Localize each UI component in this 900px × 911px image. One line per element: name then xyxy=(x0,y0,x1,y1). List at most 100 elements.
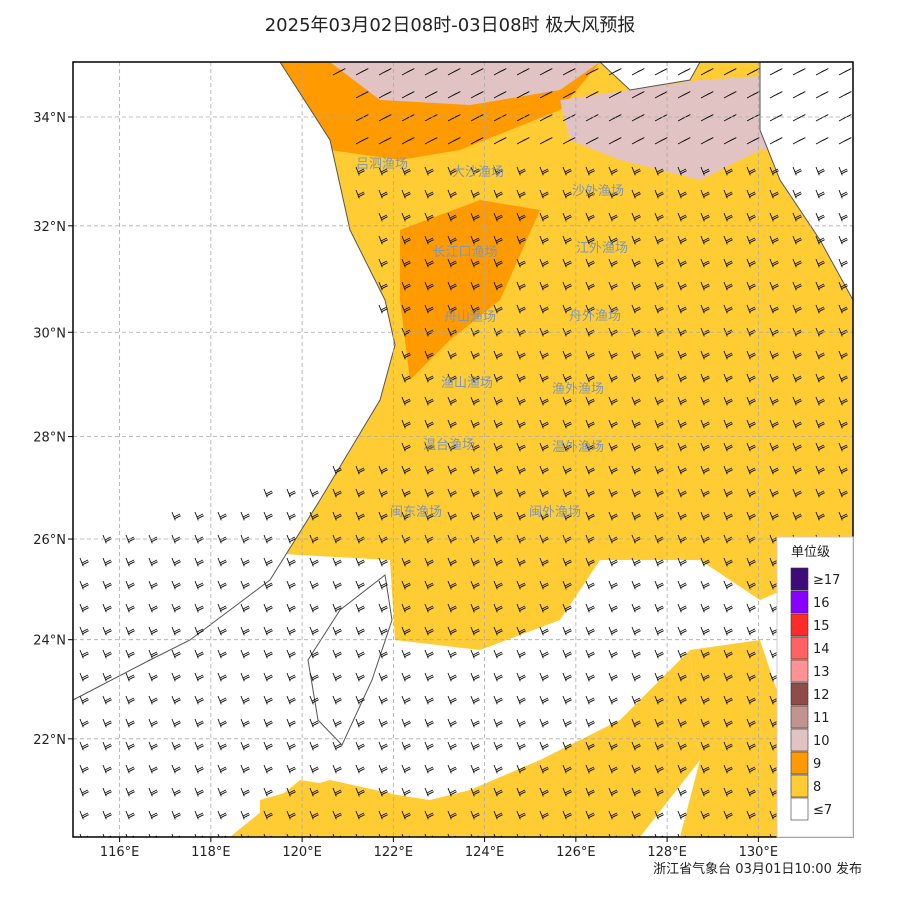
wind-barb xyxy=(493,442,503,452)
wind-barb xyxy=(608,396,618,406)
wind-barb xyxy=(746,511,756,521)
wind-barb xyxy=(355,189,365,199)
wind-barb xyxy=(401,603,411,613)
wind-barb xyxy=(401,396,411,406)
wind-barb xyxy=(470,258,480,268)
wind-barb xyxy=(470,488,480,498)
wind-barb xyxy=(608,741,618,751)
wind-barb xyxy=(815,396,825,406)
legend-swatch xyxy=(790,797,809,821)
wind-barb xyxy=(125,741,135,751)
wind-barb xyxy=(286,603,296,613)
wind-barb xyxy=(240,695,250,705)
wind-barb xyxy=(654,212,664,222)
lon-tick-label: 124°E xyxy=(465,845,505,860)
wind-barb xyxy=(447,327,457,337)
wind-barb xyxy=(769,137,783,145)
wind-barb xyxy=(516,488,526,498)
wind-barb xyxy=(769,350,779,360)
wind-barb xyxy=(171,695,181,705)
wind-barb xyxy=(700,350,710,360)
legend-label: 16 xyxy=(813,596,830,611)
wind-barb xyxy=(493,741,503,751)
wind-barb xyxy=(631,304,641,314)
wind-barb xyxy=(263,603,273,613)
lon-tick-label: 118°E xyxy=(191,845,231,860)
wind-barb xyxy=(378,764,388,774)
wind-barb xyxy=(723,68,737,76)
wind-barb xyxy=(424,741,434,751)
wind-barb xyxy=(677,281,687,291)
wind-barb xyxy=(631,810,641,820)
wind-barb xyxy=(608,488,618,498)
wind-barb xyxy=(148,626,158,636)
wind-barb xyxy=(585,810,595,820)
wind-barb xyxy=(447,281,457,291)
legend-label: 11 xyxy=(813,711,830,726)
wind-barb xyxy=(378,281,388,291)
wind-barb xyxy=(516,580,526,590)
wind-barb xyxy=(539,212,549,222)
wind-barb xyxy=(838,212,848,222)
wind-barb xyxy=(516,258,526,268)
wind-barb xyxy=(171,787,181,797)
wind-barb xyxy=(585,442,595,452)
wind-barb xyxy=(677,166,687,176)
wind-barb xyxy=(309,580,319,590)
wind-barb xyxy=(493,166,503,176)
wind-barb xyxy=(493,258,503,268)
wind-barb xyxy=(194,511,204,521)
wind-barb xyxy=(148,580,158,590)
wind-barb xyxy=(677,741,687,751)
wind-barb xyxy=(677,465,687,475)
wind-barb xyxy=(746,396,756,406)
wind-barb xyxy=(539,718,549,728)
wind-barb xyxy=(378,672,388,682)
wind-barb xyxy=(424,419,434,429)
wind-barb xyxy=(723,488,733,498)
wind-barb xyxy=(723,626,733,636)
wind-barb xyxy=(677,212,687,222)
wind-barb xyxy=(447,649,457,659)
wind-barb xyxy=(769,511,779,521)
wind-barb xyxy=(447,114,461,122)
wind-barb xyxy=(401,235,411,245)
wind-barb xyxy=(746,235,756,245)
wind-barb xyxy=(424,373,434,383)
wind-barb xyxy=(447,741,457,751)
wind-barb xyxy=(355,741,365,751)
legend-label: 8 xyxy=(813,780,821,795)
wind-barb xyxy=(470,580,480,590)
wind-barb xyxy=(631,672,641,682)
legend-swatch xyxy=(790,636,809,660)
wind-barb xyxy=(470,68,484,76)
wind-barb xyxy=(723,281,733,291)
wind-barb xyxy=(562,281,572,291)
wind-barb xyxy=(493,488,503,498)
wind-barb xyxy=(677,442,687,452)
legend-box xyxy=(776,536,854,838)
wind-barb xyxy=(700,258,710,268)
wind-barb xyxy=(102,718,112,728)
wind-barb xyxy=(792,212,802,222)
wind-barb xyxy=(79,557,89,567)
wind-barb xyxy=(516,695,526,705)
wind-barb xyxy=(631,212,641,222)
wind-barb xyxy=(102,741,112,751)
wind-barb xyxy=(355,511,365,521)
wind-barb xyxy=(424,212,434,222)
wind-barb xyxy=(79,580,89,590)
wind-barb xyxy=(608,114,622,122)
wind-barb xyxy=(125,580,135,590)
wind-barb xyxy=(401,465,411,475)
wind-barb xyxy=(562,695,572,705)
wind-barb xyxy=(102,695,112,705)
lon-tick-label: 126°E xyxy=(556,845,596,860)
wind-barb xyxy=(447,419,457,429)
wind-barb xyxy=(539,373,549,383)
wind-barb xyxy=(792,281,802,291)
legend-swatch xyxy=(790,774,809,798)
wind-barb xyxy=(240,626,250,636)
wind-barb xyxy=(263,626,273,636)
wind-barb xyxy=(516,212,526,222)
